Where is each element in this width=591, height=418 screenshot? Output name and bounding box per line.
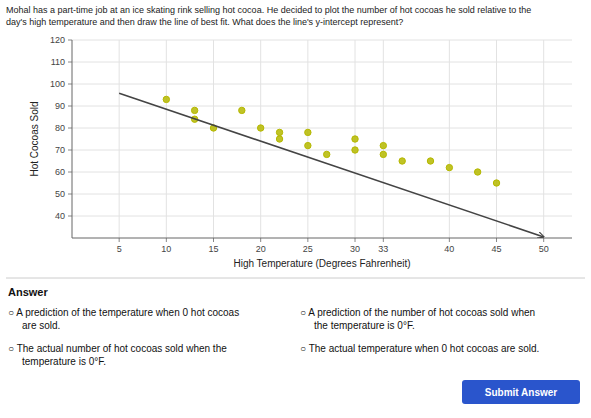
scatter-point [276, 129, 282, 135]
scatter-point [191, 107, 197, 113]
y-grid-line [72, 172, 572, 173]
y-tick [68, 84, 72, 85]
scatter-point [305, 142, 311, 148]
x-tick-label: 45 [492, 244, 502, 254]
x-grid-line [383, 40, 384, 238]
y-grid-line [72, 128, 572, 129]
y-tick [68, 62, 72, 63]
scatter-point [257, 125, 263, 131]
submit-label[interactable]: Submit Answer [485, 387, 558, 398]
title: Mohal has a part-time job at an ice skat… [6, 5, 531, 15]
x-grid-line [543, 40, 544, 238]
x-tick-label: 15 [209, 244, 219, 254]
y-tick-label: 90 [55, 101, 65, 111]
fit-line [119, 93, 544, 237]
option-b[interactable]: ○ A prediction of the number of hot coco… [300, 307, 535, 318]
scatter-point [324, 151, 330, 157]
x-grid-line [166, 40, 167, 238]
scatter-point [380, 151, 386, 157]
scatter-point [305, 129, 311, 135]
axes: 5 10 15 20 25 30 33 40 45 50 40 50 60 70 80 90 100 110 120 [50, 35, 572, 254]
x-axis-line [72, 238, 572, 239]
scatter-point [163, 96, 169, 102]
x-tick-label: 10 [161, 244, 171, 254]
y-tick [68, 216, 72, 217]
x-tick [307, 238, 308, 242]
x-tick [449, 238, 450, 242]
x-tick-label: 40 [444, 244, 454, 254]
option-b[interactable]: the temperature is 0°F. [314, 320, 415, 331]
y-tick [68, 150, 72, 151]
x-tick [496, 238, 497, 242]
y-grid-line [72, 150, 572, 151]
x-tick [260, 238, 261, 242]
y-axis-line [72, 40, 73, 238]
x-grid-line [307, 40, 308, 238]
y-tick-label: 60 [55, 167, 65, 177]
y-tick [68, 128, 72, 129]
y-axis-label: Hot Cocoas Sold [29, 101, 40, 176]
x-tick [383, 238, 384, 242]
x-grid-line [449, 40, 450, 238]
x-grid-line [213, 40, 214, 238]
background [0, 0, 591, 418]
scatter-point [493, 180, 499, 186]
x-tick [166, 238, 167, 242]
scatter-point [352, 147, 358, 153]
option-a[interactable]: ○ A prediction of the temperature when 0… [8, 307, 239, 318]
y-grid-line [72, 106, 572, 107]
x-tick-label: 25 [303, 244, 313, 254]
option-c[interactable]: ○ The actual number of hot cocoas sold w… [8, 343, 227, 354]
scatter-point [276, 136, 282, 142]
x-axis-label: High Temperature (Degrees Fahrenheit) [233, 258, 410, 269]
y-tick-label: 120 [50, 35, 65, 45]
x-tick [213, 238, 214, 242]
scatter-point [446, 164, 452, 170]
y-tick-label: 110 [51, 57, 65, 67]
option-c[interactable]: temperature is 0°F. [22, 356, 106, 367]
y-tick-label: 70 [55, 145, 65, 155]
y-tick-label: 100 [50, 79, 65, 89]
y-tick-label: 40 [55, 211, 65, 221]
y-tick [68, 194, 72, 195]
y-grid-line [72, 194, 572, 195]
scatter-point [380, 142, 386, 148]
x-tick [119, 238, 120, 242]
y-tick [68, 40, 72, 41]
x-grid-line [119, 40, 120, 238]
page: Mohal has a part-time job at an ice skat… [0, 0, 591, 418]
x-grid-line [496, 40, 497, 238]
y-tick-label: 50 [55, 189, 65, 199]
x-tick-label: 50 [539, 244, 549, 254]
option-d[interactable]: ○ The actual temperature when 0 hot coco… [300, 343, 539, 354]
x-grid-line [260, 40, 261, 238]
submit-button[interactable] [462, 380, 580, 404]
scatter-point [474, 169, 480, 175]
y-tick [68, 172, 72, 173]
y-grid-line [72, 62, 572, 63]
scatter-point [239, 107, 245, 113]
divider [6, 278, 585, 279]
x-tick [543, 238, 544, 242]
x-tick-label: 5 [117, 244, 122, 254]
y-tick-label: 80 [55, 123, 65, 133]
grid [72, 40, 572, 238]
y-tick [68, 106, 72, 107]
scatter-point [427, 158, 433, 164]
scatter-point [399, 158, 405, 164]
y-grid-line [72, 40, 572, 41]
subtitle: day's high temperature and then draw the… [6, 17, 403, 27]
answer-label: Answer [8, 286, 48, 298]
x-tick-label: 20 [256, 244, 266, 254]
option-a[interactable]: are sold. [22, 320, 60, 331]
scatter-point [352, 136, 358, 142]
y-grid-line [72, 84, 572, 85]
marks [119, 93, 544, 237]
x-tick-label: 33 [378, 244, 388, 254]
x-tick [355, 238, 356, 242]
y-grid-line [72, 216, 572, 217]
x-tick-label: 30 [350, 244, 360, 254]
